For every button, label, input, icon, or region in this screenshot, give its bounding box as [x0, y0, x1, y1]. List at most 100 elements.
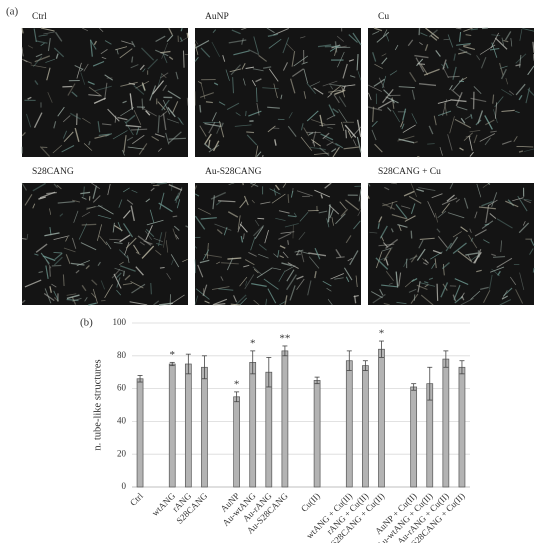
bar	[281, 350, 289, 488]
cell-network	[203, 143, 212, 150]
cell-network	[501, 140, 512, 145]
cell-network	[46, 67, 51, 81]
cell-network	[166, 118, 179, 124]
cell-network	[245, 280, 248, 286]
cell-network	[368, 92, 372, 101]
cell-network	[237, 221, 243, 233]
cell-network	[284, 265, 296, 272]
cell-network	[21, 132, 26, 137]
cell-network	[319, 147, 330, 156]
cell-network	[349, 75, 356, 78]
cell-network	[199, 125, 207, 137]
cell-network	[300, 36, 306, 39]
cell-network	[428, 125, 434, 135]
cell-network	[38, 34, 48, 37]
cell-network	[211, 112, 217, 122]
cell-network	[491, 253, 496, 257]
cell-network	[353, 220, 361, 230]
cell-network	[505, 77, 509, 85]
cell-network	[435, 50, 441, 57]
cell-network	[74, 127, 80, 143]
cell-network	[53, 183, 59, 189]
cell-network	[281, 262, 292, 267]
cell-network	[116, 48, 119, 55]
cell-network	[454, 278, 469, 286]
cell-network	[453, 284, 461, 300]
cell-network	[394, 44, 399, 51]
cell-network	[229, 68, 242, 73]
cell-network	[476, 269, 482, 273]
cell-network	[301, 61, 308, 65]
cell-network	[473, 134, 478, 144]
cell-network	[230, 64, 241, 76]
cell-network	[165, 240, 169, 253]
cell-network	[105, 133, 113, 137]
cell-network	[309, 81, 321, 87]
cell-network	[107, 183, 111, 196]
cell-network	[232, 77, 234, 94]
bar	[313, 380, 321, 488]
cell-network	[194, 185, 198, 190]
cell-network	[334, 277, 344, 280]
cell-network	[263, 66, 272, 69]
cell-network	[338, 109, 348, 123]
cell-network	[122, 282, 133, 286]
cell-network	[132, 134, 145, 145]
cell-network	[481, 201, 493, 207]
cell-network	[251, 283, 267, 288]
cell-network	[400, 120, 404, 128]
cell-network	[81, 211, 91, 218]
cell-network	[21, 182, 27, 191]
cell-network	[404, 215, 416, 222]
cell-network	[409, 71, 417, 83]
cell-network	[318, 210, 328, 214]
cell-network	[307, 280, 312, 296]
cell-network	[378, 243, 395, 247]
cell-network	[370, 291, 383, 299]
cell-network	[216, 228, 223, 235]
cell-network	[341, 86, 345, 98]
cell-network	[243, 78, 246, 86]
bar	[410, 386, 418, 488]
cell-network	[104, 284, 113, 298]
cell-network	[458, 31, 462, 42]
cell-network	[483, 289, 491, 303]
cell-network	[491, 34, 501, 36]
cell-network	[489, 47, 500, 51]
cell-network	[442, 59, 447, 70]
cell-network	[69, 112, 82, 120]
cell-network	[395, 271, 399, 288]
cell-network	[243, 264, 250, 268]
cell-network	[296, 275, 304, 280]
cell-network	[139, 64, 145, 71]
cell-network	[61, 145, 75, 153]
y-tick-label: 20	[117, 448, 127, 458]
cell-network	[487, 182, 491, 185]
cell-network	[457, 250, 472, 262]
cell-network	[287, 215, 297, 218]
cell-network	[335, 142, 344, 149]
cell-network	[263, 278, 279, 290]
cell-network	[123, 223, 134, 238]
cell-network	[341, 121, 345, 132]
cell-network	[122, 209, 131, 219]
cell-network	[410, 182, 418, 197]
cell-network	[113, 242, 123, 244]
cell-network	[418, 83, 437, 87]
cell-network	[246, 134, 258, 146]
cell-network	[343, 146, 360, 150]
cell-network	[383, 89, 391, 97]
cell-network	[521, 198, 532, 201]
cell-network	[92, 60, 105, 67]
cell-network	[403, 258, 409, 268]
cell-network	[186, 32, 189, 38]
cell-network	[311, 139, 322, 147]
cell-network	[331, 217, 334, 226]
cell-network	[348, 59, 354, 62]
cell-network	[306, 82, 317, 95]
cell-network	[53, 47, 65, 58]
cell-network	[470, 237, 474, 242]
cell-network	[369, 231, 378, 234]
cell-network	[518, 150, 524, 153]
image-label: Au-S28CANG	[205, 167, 262, 177]
